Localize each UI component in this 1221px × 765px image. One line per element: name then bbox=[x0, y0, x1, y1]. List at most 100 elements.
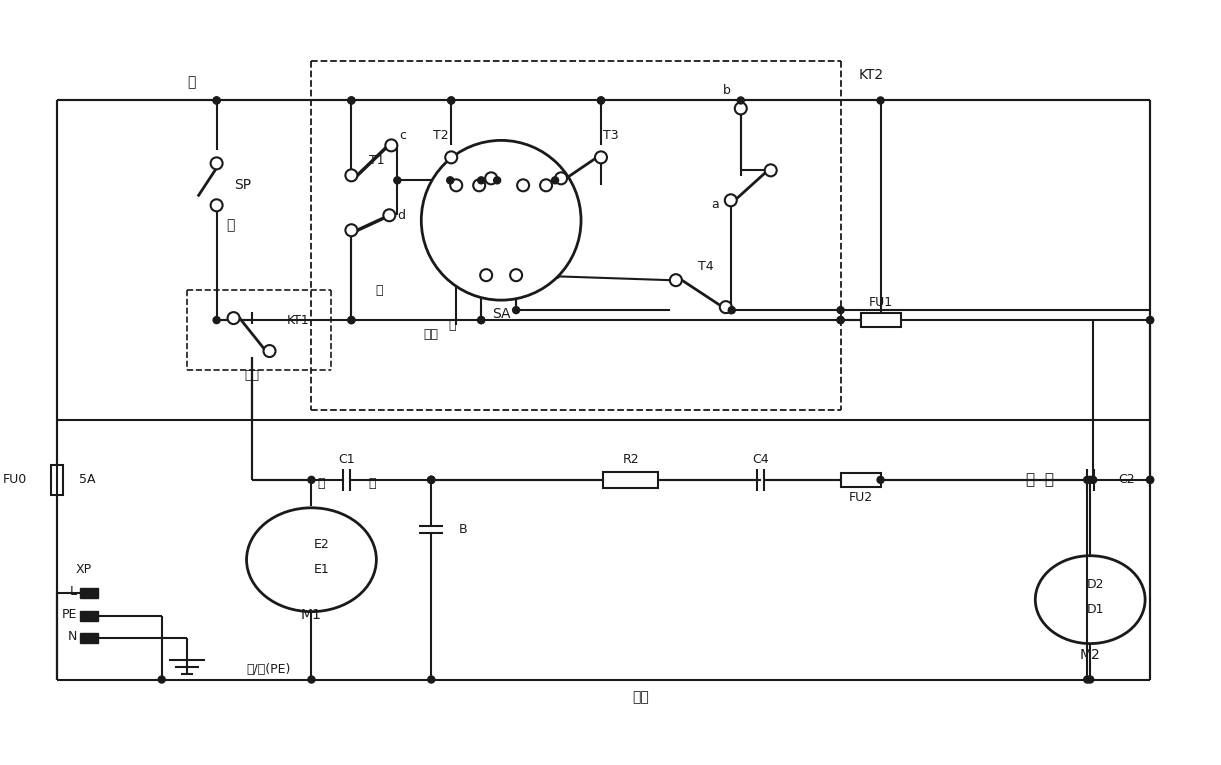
Circle shape bbox=[308, 477, 315, 483]
Circle shape bbox=[838, 307, 844, 314]
Text: 黄/绿(PE): 黄/绿(PE) bbox=[247, 663, 291, 676]
Circle shape bbox=[735, 103, 747, 115]
Circle shape bbox=[597, 97, 604, 104]
Circle shape bbox=[1087, 477, 1094, 483]
Circle shape bbox=[451, 179, 463, 191]
Text: 3: 3 bbox=[552, 269, 560, 282]
Text: 棕: 棕 bbox=[317, 477, 325, 490]
Bar bbox=[861, 313, 901, 327]
Circle shape bbox=[480, 269, 492, 282]
Circle shape bbox=[552, 177, 558, 184]
Circle shape bbox=[485, 172, 497, 184]
Circle shape bbox=[1147, 477, 1154, 483]
Text: C2: C2 bbox=[1118, 474, 1134, 487]
Circle shape bbox=[1087, 676, 1094, 683]
Text: T4: T4 bbox=[698, 259, 713, 272]
Circle shape bbox=[477, 317, 485, 324]
Text: 2: 2 bbox=[557, 179, 565, 192]
Bar bbox=[840, 473, 880, 487]
Text: d: d bbox=[397, 209, 405, 222]
Text: SP: SP bbox=[234, 178, 252, 192]
Text: 浅红: 浅红 bbox=[244, 369, 259, 382]
Text: c: c bbox=[399, 129, 407, 142]
Circle shape bbox=[764, 164, 777, 176]
Text: T1: T1 bbox=[370, 154, 385, 167]
Bar bbox=[603, 472, 658, 488]
Text: FU1: FU1 bbox=[868, 295, 893, 308]
Text: 5A: 5A bbox=[79, 474, 95, 487]
Circle shape bbox=[728, 307, 735, 314]
Text: B: B bbox=[459, 523, 468, 536]
Circle shape bbox=[1084, 676, 1090, 683]
Circle shape bbox=[670, 274, 681, 286]
Circle shape bbox=[427, 676, 435, 683]
Text: 1: 1 bbox=[437, 179, 446, 192]
Circle shape bbox=[210, 200, 222, 211]
Text: SA: SA bbox=[492, 307, 510, 321]
Circle shape bbox=[348, 97, 355, 104]
Circle shape bbox=[477, 177, 485, 184]
Circle shape bbox=[448, 97, 454, 104]
Circle shape bbox=[1147, 317, 1154, 324]
Text: b: b bbox=[723, 84, 730, 97]
Circle shape bbox=[214, 97, 220, 104]
Circle shape bbox=[1084, 477, 1090, 483]
Text: 黄  橙: 黄 橙 bbox=[1027, 472, 1054, 487]
Circle shape bbox=[394, 177, 400, 184]
Circle shape bbox=[1147, 477, 1154, 483]
Circle shape bbox=[448, 97, 454, 104]
Text: D1: D1 bbox=[1087, 603, 1104, 616]
Circle shape bbox=[595, 151, 607, 164]
Circle shape bbox=[383, 210, 396, 221]
Bar bbox=[79, 610, 98, 620]
Circle shape bbox=[518, 179, 529, 191]
Circle shape bbox=[348, 317, 355, 324]
Circle shape bbox=[159, 676, 165, 683]
Circle shape bbox=[720, 301, 731, 313]
Circle shape bbox=[556, 172, 567, 184]
Circle shape bbox=[214, 317, 220, 324]
Text: M2: M2 bbox=[1079, 647, 1100, 662]
Circle shape bbox=[346, 169, 358, 181]
Circle shape bbox=[227, 312, 239, 324]
Circle shape bbox=[214, 97, 220, 104]
Text: 蓝: 蓝 bbox=[369, 477, 376, 490]
Circle shape bbox=[838, 317, 844, 324]
Circle shape bbox=[877, 477, 884, 483]
Circle shape bbox=[513, 307, 520, 314]
Circle shape bbox=[1147, 317, 1154, 324]
Text: 灰: 灰 bbox=[449, 318, 457, 331]
Text: 浅红: 浅红 bbox=[424, 327, 438, 340]
Circle shape bbox=[308, 676, 315, 683]
Circle shape bbox=[427, 477, 435, 483]
Bar bbox=[51, 465, 62, 495]
Text: R2: R2 bbox=[623, 454, 640, 467]
Text: M1: M1 bbox=[302, 607, 322, 622]
Bar bbox=[79, 588, 98, 597]
Text: D2: D2 bbox=[1087, 578, 1104, 591]
Text: PE: PE bbox=[61, 608, 77, 621]
Circle shape bbox=[474, 179, 485, 191]
Text: 灰: 灰 bbox=[376, 284, 383, 297]
Circle shape bbox=[446, 151, 457, 164]
Circle shape bbox=[348, 317, 355, 324]
Text: C4: C4 bbox=[752, 454, 769, 467]
Circle shape bbox=[477, 317, 485, 324]
Circle shape bbox=[447, 177, 454, 184]
Circle shape bbox=[427, 477, 435, 483]
Circle shape bbox=[346, 224, 358, 236]
Text: KT1: KT1 bbox=[287, 314, 309, 327]
Circle shape bbox=[737, 97, 745, 104]
Text: 浅蓝: 浅蓝 bbox=[632, 691, 650, 705]
Text: a: a bbox=[711, 198, 719, 211]
Text: KT2: KT2 bbox=[858, 69, 884, 83]
Circle shape bbox=[510, 269, 523, 282]
Text: E2: E2 bbox=[314, 539, 330, 552]
Text: C1: C1 bbox=[338, 454, 355, 467]
Circle shape bbox=[540, 179, 552, 191]
Circle shape bbox=[597, 97, 604, 104]
Text: 黑: 黑 bbox=[188, 76, 195, 90]
Text: T2: T2 bbox=[433, 129, 449, 142]
Circle shape bbox=[421, 141, 581, 300]
Text: L: L bbox=[70, 585, 77, 598]
